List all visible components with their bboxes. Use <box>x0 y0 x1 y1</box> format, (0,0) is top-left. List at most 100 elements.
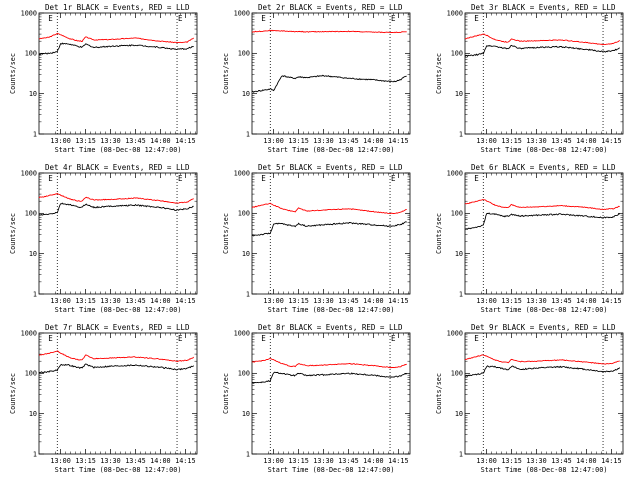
x-tick-label: 13:00 <box>476 137 496 145</box>
detector-panel-6: Det 6r BLACK = Events, RED = LLD 1 10 100 10… <box>426 160 639 320</box>
event-marker-label: E <box>48 334 53 343</box>
detector-chart-4: Det 4r BLACK = Events, RED = LLD 1 10 100 10… <box>9 163 198 314</box>
x-tick-label: 13:00 <box>50 457 70 465</box>
y-axis-label: Counts/sec <box>9 213 17 254</box>
chart-title: Det 4r BLACK = Events, RED = LLD <box>45 163 190 172</box>
x-tick-label: 14:00 <box>576 457 596 465</box>
detector-chart-5: Det 5r BLACK = Events, RED = LLD 1 10 100 10… <box>222 163 411 314</box>
x-tick-label: 14:15 <box>601 137 621 145</box>
lld-series-line <box>464 199 620 211</box>
events-series-line <box>38 42 194 56</box>
x-axis-label: Start Time (08-Dec-08 12:47:00) <box>55 306 182 314</box>
x-tick-label: 13:30 <box>526 137 546 145</box>
x-tick-label: 13:45 <box>125 137 145 145</box>
events-series-line <box>464 44 620 57</box>
y-tick-label: 100 <box>238 210 250 218</box>
event-marker-label: E <box>604 334 609 343</box>
x-tick-label: 13:45 <box>125 297 145 305</box>
y-tick-label: 1000 <box>234 9 250 17</box>
event-marker-label: E <box>474 14 479 23</box>
y-axis-label: Counts/sec <box>435 373 443 414</box>
event-marker-label: E <box>474 174 479 183</box>
x-tick-label: 14:00 <box>150 457 170 465</box>
x-tick-label: 14:00 <box>576 137 596 145</box>
y-tick-label: 100 <box>25 370 37 378</box>
event-marker-label: E <box>391 174 396 183</box>
x-tick-label: 13:00 <box>50 297 70 305</box>
x-tick-label: 13:30 <box>313 137 333 145</box>
y-tick-label: 100 <box>238 50 250 58</box>
y-tick-label: 1 <box>33 130 37 138</box>
y-tick-label: 100 <box>25 210 37 218</box>
detector-chart-1: Det 1r BLACK = Events, RED = LLD 1 10 100 10… <box>9 3 198 154</box>
lld-series-line <box>251 202 407 214</box>
x-axis-label: Start Time (08-Dec-08 12:47:00) <box>55 146 182 154</box>
x-tick-label: 13:15 <box>501 137 521 145</box>
y-tick-label: 100 <box>451 210 463 218</box>
chart-title: Det 1r BLACK = Events, RED = LLD <box>45 3 190 12</box>
lld-series-line <box>251 358 407 369</box>
y-tick-label: 1000 <box>21 329 37 337</box>
plot-frame <box>464 172 624 295</box>
y-tick-label: 1000 <box>234 169 250 177</box>
chart-title: Det 8r BLACK = Events, RED = LLD <box>258 323 403 332</box>
event-marker-label: E <box>261 14 266 23</box>
event-marker-label: E <box>178 334 183 343</box>
y-tick-label: 1 <box>246 450 250 458</box>
y-tick-label: 1 <box>459 450 463 458</box>
event-marker-label: E <box>261 334 266 343</box>
y-axis-label: Counts/sec <box>435 213 443 254</box>
event-marker-label: E <box>178 14 183 23</box>
x-tick-label: 13:00 <box>476 297 496 305</box>
event-marker-label: E <box>178 174 183 183</box>
x-tick-label: 13:30 <box>526 457 546 465</box>
x-tick-label: 14:00 <box>363 457 383 465</box>
event-marker-label: E <box>604 174 609 183</box>
x-axis-label: Start Time (08-Dec-08 12:47:00) <box>481 146 608 154</box>
detector-chart-3: Det 3r BLACK = Events, RED = LLD 1 10 100 10… <box>435 3 624 154</box>
x-tick-label: 13:30 <box>526 297 546 305</box>
plot-frame <box>38 332 198 455</box>
x-tick-label: 13:15 <box>288 137 308 145</box>
y-tick-label: 10 <box>242 90 250 98</box>
detector-panel-9: Det 9r BLACK = Events, RED = LLD 1 10 100 10… <box>426 320 639 480</box>
plot-frame <box>38 12 198 135</box>
lld-series-line <box>38 350 195 362</box>
y-tick-label: 100 <box>451 370 463 378</box>
y-tick-label: 1000 <box>447 329 463 337</box>
detector-panel-7: Det 7r BLACK = Events, RED = LLD 1 10 100 10… <box>0 320 213 480</box>
x-tick-label: 13:15 <box>75 137 95 145</box>
x-tick-label: 13:15 <box>288 457 308 465</box>
x-axis-label: Start Time (08-Dec-08 12:47:00) <box>481 466 608 474</box>
x-tick-label: 13:45 <box>338 457 358 465</box>
y-tick-label: 1000 <box>447 9 463 17</box>
y-tick-label: 1 <box>459 130 463 138</box>
detector-chart-9: Det 9r BLACK = Events, RED = LLD 1 10 100 10… <box>435 323 624 474</box>
y-tick-label: 1 <box>33 290 37 298</box>
y-tick-label: 100 <box>238 370 250 378</box>
plot-frame <box>251 332 411 455</box>
x-tick-label: 14:15 <box>175 297 195 305</box>
x-tick-label: 13:30 <box>100 457 120 465</box>
event-marker-label: E <box>261 174 266 183</box>
x-tick-label: 13:30 <box>313 457 333 465</box>
y-tick-label: 1 <box>459 290 463 298</box>
lld-series-line <box>464 33 620 46</box>
x-axis-label: Start Time (08-Dec-08 12:47:00) <box>268 146 395 154</box>
event-marker-label: E <box>391 14 396 23</box>
x-tick-label: 13:15 <box>75 297 95 305</box>
y-tick-label: 10 <box>455 250 463 258</box>
detector-panel-2: Det 2r BLACK = Events, RED = LLD 1 10 100 10… <box>213 0 426 160</box>
events-series-line <box>251 74 407 93</box>
x-tick-label: 13:00 <box>263 297 283 305</box>
event-marker-label: E <box>474 334 479 343</box>
x-axis-label: Start Time (08-Dec-08 12:47:00) <box>268 466 395 474</box>
chart-title: Det 5r BLACK = Events, RED = LLD <box>258 163 403 172</box>
x-tick-label: 14:15 <box>601 457 621 465</box>
chart-title: Det 6r BLACK = Events, RED = LLD <box>471 163 616 172</box>
y-tick-label: 1000 <box>21 9 37 17</box>
y-tick-label: 1000 <box>234 329 250 337</box>
x-tick-label: 13:15 <box>501 297 521 305</box>
x-tick-label: 13:15 <box>288 297 308 305</box>
